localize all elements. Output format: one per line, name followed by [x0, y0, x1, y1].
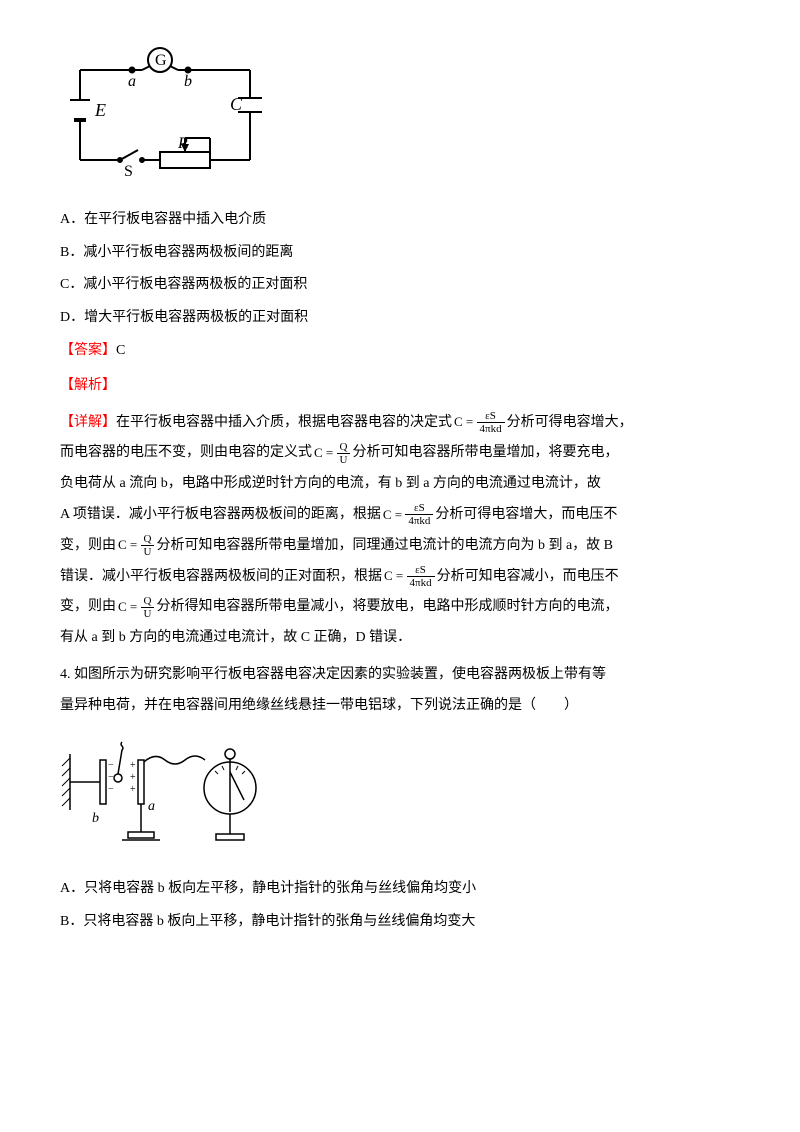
svg-text:−: −: [108, 772, 114, 783]
exp-p4a: A 项错误．减小平行板电容器两极板间的距离，根据: [60, 507, 381, 522]
label-a: a: [128, 73, 136, 90]
label-R: R: [177, 135, 188, 152]
exp-p6a: 错误．减小平行板电容器两极板间的正对面积，根据: [60, 569, 382, 584]
label-S: S: [124, 163, 133, 180]
exp-p2a: 而电容器的电压不变，则由电容的定义式: [60, 445, 312, 460]
svg-text:a: a: [148, 799, 155, 814]
q4-stem-line2: 量异种电荷，并在电容器间用绝缘丝线悬挂一带电铝球，下列说法正确的是（ ）: [60, 691, 740, 722]
answer-label: 【答案】: [60, 343, 116, 358]
exp-p1b: 分析可得电容增大，: [507, 415, 633, 430]
analysis-label: 【解析】: [60, 371, 740, 402]
label-b: b: [184, 73, 192, 90]
svg-text:−: −: [108, 760, 114, 771]
svg-text:+: +: [130, 760, 136, 771]
formula-C-Q-U-3: C = QU: [118, 595, 154, 620]
circuit-figure: G a b E C R S: [60, 40, 740, 193]
formula-C-eS-4pikd-2: C = εS4πkd: [383, 502, 434, 527]
q3-answer-line: 【答案】C: [60, 336, 740, 367]
circuit-svg: G a b E C R S: [60, 40, 270, 180]
q4-stem: 4. 如图所示为研究影响平行板电容器电容决定因素的实验装置，使电容器两极板上带有…: [60, 660, 740, 722]
label-C-cap: C: [230, 94, 243, 114]
q4-option-A: A．只将电容器 b 板向左平移，静电计指针的张角与丝线偏角均变小: [60, 874, 740, 905]
formula-C-eS-4pikd-3: C = εS4πkd: [384, 564, 435, 589]
exp-p2b: 分析可知电容器所带电量增加，将要充电，: [352, 445, 618, 460]
exp-p6b: 分析可知电容减小，而电压不: [437, 569, 619, 584]
q4-option-B: B．只将电容器 b 板向上平移，静电计指针的张角与丝线偏角均变大: [60, 907, 740, 938]
q3-explanation: 【详解】在平行板电容器中插入介质，根据电容器电容的决定式C = εS4πkd分析…: [60, 408, 740, 654]
q3-option-B: B．减小平行板电容器两极板间的距离: [60, 238, 740, 269]
q3-option-A: A．在平行板电容器中插入电介质: [60, 205, 740, 236]
svg-text:−: −: [108, 784, 114, 795]
exp-p3: 负电荷从 a 流向 b，电路中形成逆时针方向的电流，有 b 到 a 方向的电流通…: [60, 469, 740, 500]
q3-option-D: D．增大平行板电容器两极板的正对面积: [60, 303, 740, 334]
exp-p5b: 分析可知电容器所带电量增加，同理通过电流计的电流方向为 b 到 a，故 B: [156, 538, 613, 553]
detail-label: 【详解】: [60, 415, 116, 430]
experiment-figure: − − − + + +: [60, 732, 740, 865]
formula-C-Q-U-2: C = QU: [118, 533, 154, 558]
page-content: G a b E C R S A．在平行板电容器中插入电介质 B．减小平行板电容器…: [60, 40, 740, 938]
svg-text:b: b: [92, 811, 99, 826]
exp-p1a: 在平行板电容器中插入介质，根据电容器电容的决定式: [116, 415, 452, 430]
svg-text:+: +: [130, 772, 136, 783]
exp-p8: 有从 a 到 b 方向的电流通过电流计，故 C 正确，D 错误．: [60, 623, 740, 654]
exp-p5a: 变，则由: [60, 538, 116, 553]
svg-text:+: +: [130, 784, 136, 795]
q4-stem-line1: 4. 如图所示为研究影响平行板电容器电容决定因素的实验装置，使电容器两极板上带有…: [60, 660, 740, 691]
answer-value: C: [116, 343, 125, 358]
experiment-svg: − − − + + +: [60, 732, 290, 852]
formula-C-eS-4pikd-1: C = εS4πkd: [454, 410, 505, 435]
exp-p7b: 分析得知电容器所带电量减小，将要放电，电路中形成顺时针方向的电流，: [156, 599, 618, 614]
exp-p4b: 分析可得电容增大，而电压不: [435, 507, 617, 522]
q3-option-C: C．减小平行板电容器两极板的正对面积: [60, 270, 740, 301]
formula-C-Q-U-1: C = QU: [314, 441, 350, 466]
exp-p7a: 变，则由: [60, 599, 116, 614]
label-E: E: [94, 100, 106, 120]
label-G: G: [155, 52, 167, 69]
